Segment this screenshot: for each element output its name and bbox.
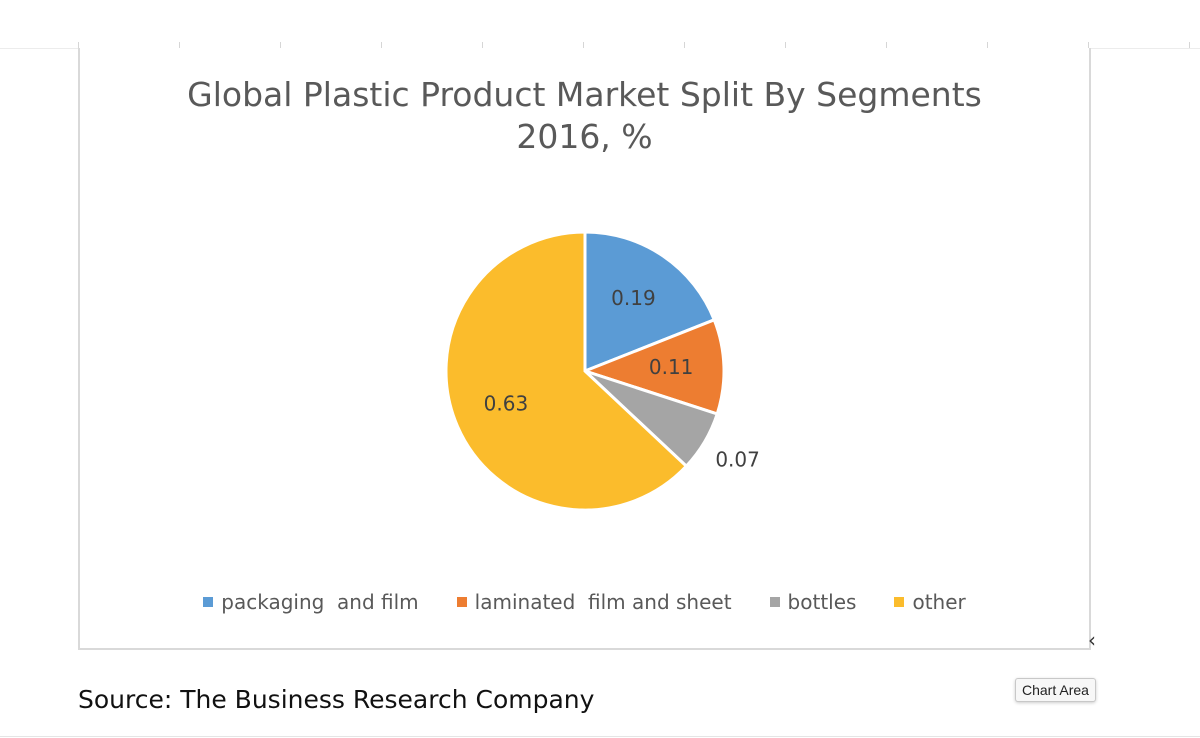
legend-label: laminated film and sheet	[474, 590, 732, 614]
ruler-tick	[987, 42, 988, 48]
ruler-tick	[1189, 42, 1190, 48]
pie-slice-packaging-and-film[interactable]	[583, 230, 717, 374]
legend-label: bottles	[787, 590, 857, 614]
ruler-tick	[583, 42, 584, 48]
pie-chart[interactable]: 0.19 0.11 0.07 0.63	[80, 48, 1089, 648]
ruler-tick	[886, 42, 887, 48]
ruler-tick	[482, 42, 483, 48]
resize-handle-icon[interactable]: ‹	[1088, 628, 1096, 652]
chart-title-line: Global Plastic Product Market Split By S…	[187, 75, 982, 114]
divider	[0, 736, 1200, 737]
chart-legend: packaging and film laminated film and she…	[80, 588, 1089, 616]
ruler-tick	[78, 42, 79, 48]
chart-title: Global Plastic Product Market Split By S…	[80, 74, 1089, 158]
data-label-packaging-and-film: 0.19	[611, 286, 656, 310]
chart-subtitle: 2016, %	[516, 117, 653, 156]
legend-item-bottles[interactable]: bottles	[769, 590, 857, 614]
legend-label: packaging and film	[221, 590, 419, 614]
pie-slice-laminated-film-and-sheet[interactable]	[580, 317, 726, 416]
pie-slice-other[interactable]	[444, 230, 689, 512]
ruler-tick	[785, 42, 786, 48]
ruler	[0, 0, 1200, 49]
ruler-tick	[179, 42, 180, 48]
legend-label: other	[912, 590, 966, 614]
source-caption: Source: The Business Research Company	[78, 685, 595, 714]
ruler-tick	[1088, 42, 1089, 48]
ruler-tick	[280, 42, 281, 48]
ruler-tick	[684, 42, 685, 48]
legend-item-packaging-and-film[interactable]: packaging and film	[203, 590, 419, 614]
legend-swatch	[894, 597, 905, 607]
chart-area-tooltip: Chart Area	[1015, 678, 1096, 702]
data-label-laminated-film-and-sheet: 0.11	[649, 355, 694, 379]
legend-swatch	[769, 597, 780, 607]
ruler-tick	[381, 42, 382, 48]
data-label-bottles: 0.07	[715, 447, 760, 471]
legend-swatch	[456, 597, 467, 607]
data-label-other: 0.63	[484, 392, 529, 416]
legend-swatch	[203, 597, 214, 607]
legend-item-other[interactable]: other	[894, 590, 966, 614]
legend-item-laminated-film-and-sheet[interactable]: laminated film and sheet	[456, 590, 732, 614]
chart-area[interactable]: Global Plastic Product Market Split By S…	[78, 48, 1091, 650]
